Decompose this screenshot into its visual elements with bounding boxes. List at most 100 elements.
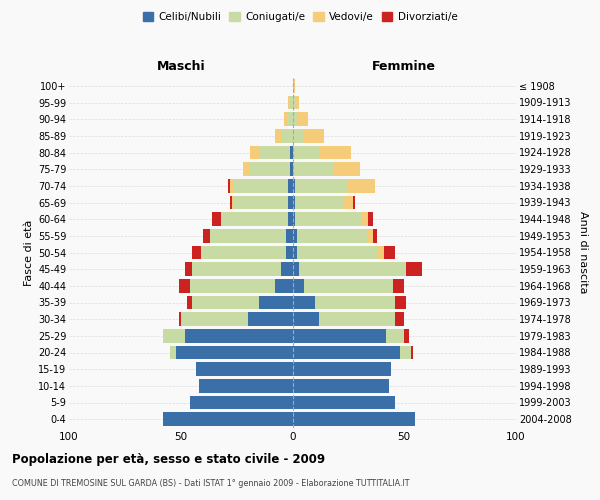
Bar [293, 229, 297, 242]
Bar [393, 279, 404, 292]
Bar [163, 329, 185, 342]
Bar [250, 162, 290, 176]
Bar [319, 312, 395, 326]
Bar [315, 296, 395, 310]
Bar [295, 196, 344, 209]
Bar [221, 212, 288, 226]
Bar [235, 179, 288, 192]
Bar [295, 212, 362, 226]
Bar [293, 162, 333, 176]
Bar [227, 179, 230, 192]
Bar [286, 246, 293, 260]
Y-axis label: Anni di nascita: Anni di nascita [578, 211, 588, 294]
Bar [297, 112, 308, 126]
Bar [230, 196, 232, 209]
Bar [293, 79, 295, 92]
Bar [304, 129, 324, 142]
Bar [319, 146, 350, 160]
Bar [290, 146, 293, 160]
Bar [362, 212, 368, 226]
Bar [395, 296, 406, 310]
Bar [212, 212, 221, 226]
Bar [290, 96, 293, 110]
Bar [293, 179, 295, 192]
Text: Femmine: Femmine [372, 60, 436, 72]
Bar [368, 212, 373, 226]
Bar [344, 196, 353, 209]
Bar [384, 246, 395, 260]
Bar [395, 312, 404, 326]
Bar [259, 296, 293, 310]
Bar [293, 212, 295, 226]
Bar [295, 96, 299, 110]
Bar [185, 262, 192, 276]
Bar [288, 112, 293, 126]
Bar [293, 129, 304, 142]
Bar [293, 312, 319, 326]
Bar [286, 229, 293, 242]
Bar [281, 262, 293, 276]
Bar [196, 362, 293, 376]
Bar [181, 312, 248, 326]
Bar [333, 162, 359, 176]
Bar [288, 196, 293, 209]
Bar [288, 212, 293, 226]
Bar [170, 346, 176, 360]
Bar [203, 229, 210, 242]
Bar [210, 229, 286, 242]
Bar [293, 196, 295, 209]
Bar [199, 379, 293, 392]
Bar [259, 146, 290, 160]
Bar [293, 96, 295, 110]
Bar [232, 196, 235, 209]
Bar [293, 396, 395, 409]
Bar [386, 329, 404, 342]
Bar [295, 179, 349, 192]
Bar [179, 312, 181, 326]
Bar [250, 146, 259, 160]
Bar [163, 412, 293, 426]
Bar [353, 196, 355, 209]
Bar [293, 262, 299, 276]
Bar [299, 262, 406, 276]
Bar [190, 396, 293, 409]
Bar [404, 329, 409, 342]
Bar [179, 279, 190, 292]
Bar [288, 179, 293, 192]
Bar [293, 112, 297, 126]
Text: Popolazione per età, sesso e stato civile - 2009: Popolazione per età, sesso e stato civil… [12, 452, 325, 466]
Legend: Celibi/Nubili, Coniugati/e, Vedovi/e, Divorziati/e: Celibi/Nubili, Coniugati/e, Vedovi/e, Di… [139, 8, 461, 26]
Bar [406, 262, 422, 276]
Bar [288, 96, 290, 110]
Bar [293, 146, 319, 160]
Bar [248, 312, 293, 326]
Bar [192, 262, 281, 276]
Y-axis label: Fasce di età: Fasce di età [23, 220, 34, 286]
Bar [377, 246, 384, 260]
Bar [297, 229, 368, 242]
Bar [293, 379, 389, 392]
Bar [293, 346, 400, 360]
Bar [293, 362, 391, 376]
Bar [187, 296, 192, 310]
Bar [368, 229, 373, 242]
Bar [275, 279, 293, 292]
Text: Maschi: Maschi [157, 60, 205, 72]
Bar [230, 179, 235, 192]
Bar [185, 329, 293, 342]
Bar [293, 296, 315, 310]
Bar [275, 129, 281, 142]
Bar [192, 246, 201, 260]
Bar [293, 412, 415, 426]
Bar [281, 129, 293, 142]
Bar [373, 229, 377, 242]
Bar [304, 279, 393, 292]
Bar [190, 279, 275, 292]
Text: COMUNE DI TREMOSINE SUL GARDA (BS) - Dati ISTAT 1° gennaio 2009 - Elaborazione T: COMUNE DI TREMOSINE SUL GARDA (BS) - Dat… [12, 479, 409, 488]
Bar [411, 346, 413, 360]
Bar [176, 346, 293, 360]
Bar [244, 162, 250, 176]
Bar [293, 246, 297, 260]
Bar [235, 196, 288, 209]
Bar [293, 279, 304, 292]
